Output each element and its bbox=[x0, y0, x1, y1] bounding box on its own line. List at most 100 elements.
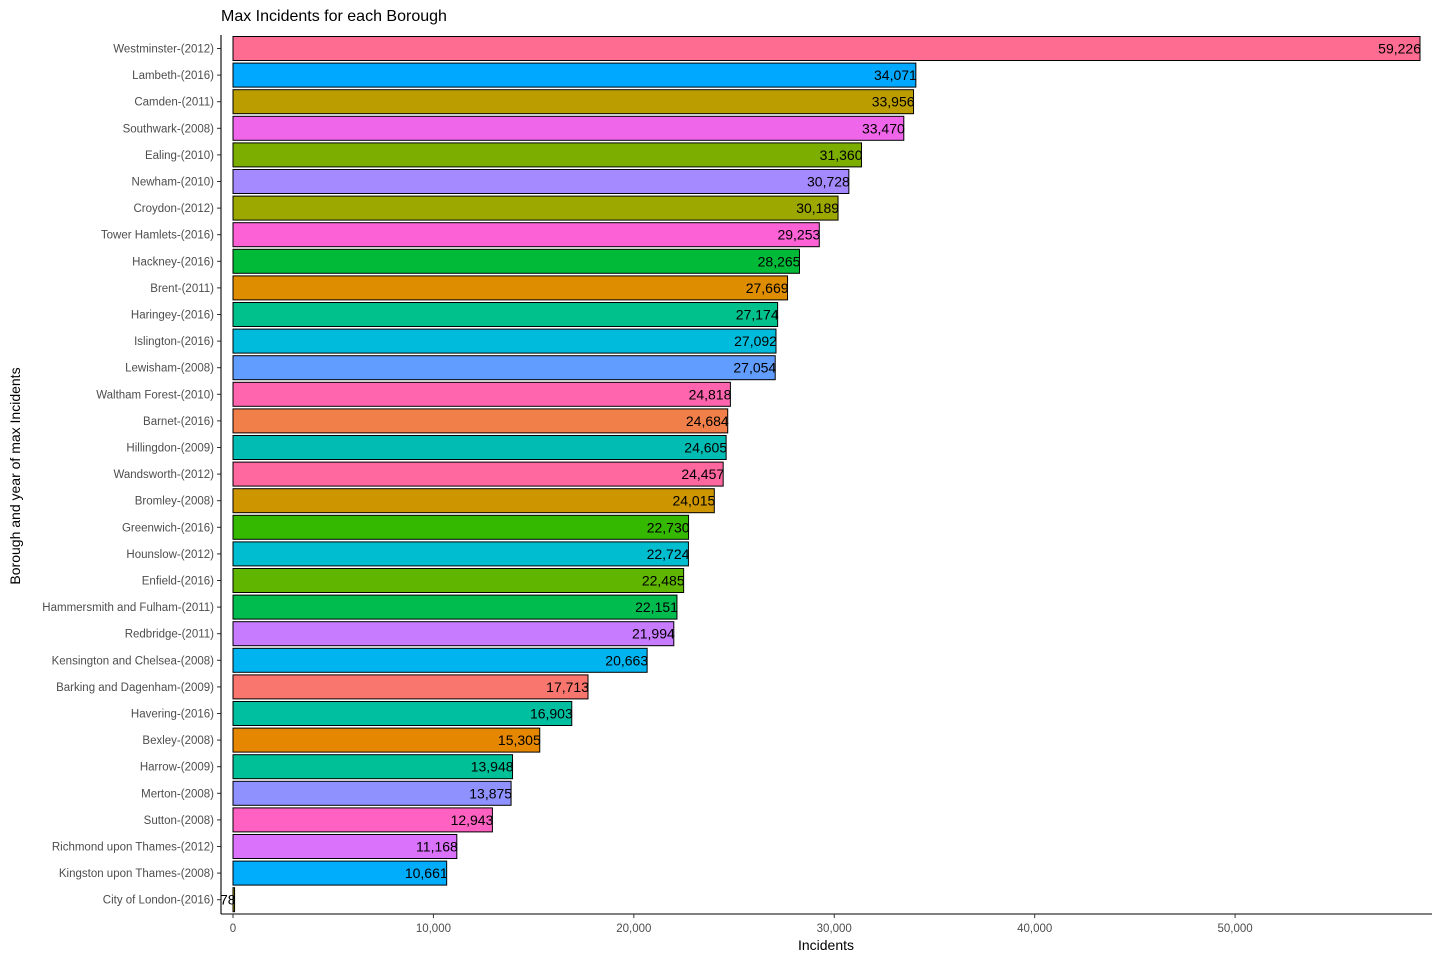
x-tick-label: 30,000 bbox=[817, 923, 852, 935]
category-label: Wandsworth-(2012) bbox=[113, 469, 214, 481]
bar bbox=[232, 807, 493, 833]
category-label: Hackney-(2016) bbox=[132, 256, 214, 268]
value-label: 33,956 bbox=[872, 94, 915, 110]
category-label: Newham-(2010) bbox=[132, 177, 215, 189]
bar bbox=[232, 860, 448, 886]
category-label: Hammersmith and Fulham-(2011) bbox=[42, 602, 214, 614]
value-label: 15,305 bbox=[498, 732, 541, 748]
category-label: Redbridge-(2011) bbox=[125, 629, 214, 641]
value-label: 21,994 bbox=[632, 626, 675, 642]
bar bbox=[232, 115, 905, 141]
bars-layer bbox=[232, 36, 1421, 913]
category-label: Kensington and Chelsea-(2008) bbox=[52, 655, 215, 667]
value-label: 27,669 bbox=[746, 280, 789, 296]
category-label: Kingston upon Thames-(2008) bbox=[59, 868, 214, 880]
x-tick-label: 0 bbox=[230, 923, 236, 935]
category-label: Enfield-(2016) bbox=[142, 576, 214, 588]
x-axis-title: Incidents bbox=[798, 937, 854, 953]
category-label: Bexley-(2008) bbox=[142, 735, 214, 747]
bar bbox=[232, 754, 514, 780]
value-label: 16,903 bbox=[530, 706, 573, 722]
bar bbox=[232, 195, 839, 221]
bar bbox=[232, 514, 690, 540]
value-label: 13,875 bbox=[469, 785, 512, 801]
bar bbox=[232, 488, 715, 514]
value-label: 22,730 bbox=[647, 519, 690, 535]
x-tick-label: 50,000 bbox=[1217, 923, 1252, 935]
bar bbox=[232, 594, 678, 620]
bar bbox=[232, 302, 779, 327]
bar bbox=[232, 701, 573, 726]
bar bbox=[232, 381, 731, 407]
category-label: Haringey-(2016) bbox=[131, 310, 214, 322]
value-label: 28,265 bbox=[758, 253, 801, 269]
x-tick-label: 20,000 bbox=[616, 923, 651, 935]
category-labels: Westminster-(2012) Lambeth-(2016) Camden-(… bbox=[42, 44, 221, 907]
y-axis-title: Borough and year of max Incidents bbox=[7, 367, 23, 584]
category-label: Hounslow-(2012) bbox=[126, 549, 214, 561]
value-label: 27,092 bbox=[734, 333, 777, 349]
chart-title: Max Incidents for each Borough bbox=[221, 8, 447, 25]
bar bbox=[232, 647, 648, 673]
bar bbox=[232, 355, 776, 381]
value-label: 27,174 bbox=[736, 307, 779, 323]
category-label: Merton-(2008) bbox=[141, 788, 214, 800]
value-label: 20,663 bbox=[605, 652, 648, 668]
bar bbox=[232, 568, 685, 593]
bar bbox=[232, 222, 820, 248]
value-label: 10,661 bbox=[405, 865, 448, 881]
category-label: Lewisham-(2008) bbox=[125, 363, 214, 375]
bar bbox=[232, 887, 236, 913]
value-label: 24,605 bbox=[684, 440, 727, 456]
value-label: 22,151 bbox=[635, 599, 678, 615]
category-label: Ealing-(2010) bbox=[145, 150, 214, 162]
category-label: Tower Hamlets-(2016) bbox=[101, 230, 214, 242]
value-label: 17,713 bbox=[546, 679, 589, 695]
value-label: 31,360 bbox=[820, 147, 863, 163]
value-label: 24,818 bbox=[689, 386, 732, 402]
value-label: 59,226 bbox=[1378, 41, 1421, 57]
category-label: Brent-(2011) bbox=[150, 283, 214, 295]
value-label: 30,728 bbox=[807, 174, 850, 190]
category-label: Southwark-(2008) bbox=[123, 123, 215, 135]
category-label: Waltham Forest-(2010) bbox=[96, 389, 214, 401]
bar bbox=[232, 780, 512, 806]
bar bbox=[232, 248, 800, 274]
category-label: Bromley-(2008) bbox=[135, 496, 214, 508]
bar bbox=[232, 834, 458, 859]
category-label: Havering-(2016) bbox=[131, 709, 214, 721]
value-label: 27,054 bbox=[733, 360, 776, 376]
category-label: Sutton-(2008) bbox=[144, 815, 214, 827]
value-label: 13,948 bbox=[471, 759, 514, 775]
value-label: 78 bbox=[220, 892, 236, 908]
bar bbox=[232, 674, 589, 700]
bar bbox=[232, 36, 1421, 61]
category-label: Greenwich-(2016) bbox=[122, 522, 214, 534]
x-tick-label: 40,000 bbox=[1017, 923, 1052, 935]
category-label: Camden-(2011) bbox=[134, 97, 214, 109]
category-label: Barking and Dagenham-(2009) bbox=[56, 682, 214, 694]
category-label: Richmond upon Thames-(2012) bbox=[52, 842, 214, 854]
category-label: Harrow-(2009) bbox=[140, 762, 214, 774]
value-labels: 59,226 34,071 33,956 33,470 31,360 30,728 30,1… bbox=[220, 41, 1421, 908]
value-label: 24,015 bbox=[672, 493, 715, 509]
value-label: 24,457 bbox=[681, 466, 724, 482]
bar bbox=[232, 461, 724, 487]
bar bbox=[232, 727, 541, 753]
value-label: 22,724 bbox=[647, 546, 690, 562]
bar bbox=[232, 435, 727, 460]
category-label: City of London-(2016) bbox=[103, 895, 214, 907]
x-axis-ticks: 0 10,000 20,000 30,000 40,000 50,000 bbox=[230, 914, 1253, 935]
value-label: 12,943 bbox=[451, 812, 494, 828]
category-label: Croydon-(2012) bbox=[133, 203, 214, 215]
value-label: 11,168 bbox=[416, 839, 458, 855]
bar bbox=[232, 541, 689, 567]
bar bbox=[232, 89, 915, 115]
value-label: 24,684 bbox=[686, 413, 729, 429]
bar bbox=[232, 62, 917, 88]
bar bbox=[232, 169, 850, 194]
value-label: 33,470 bbox=[862, 120, 905, 136]
value-label: 29,253 bbox=[777, 227, 820, 243]
value-label: 22,485 bbox=[642, 573, 685, 589]
